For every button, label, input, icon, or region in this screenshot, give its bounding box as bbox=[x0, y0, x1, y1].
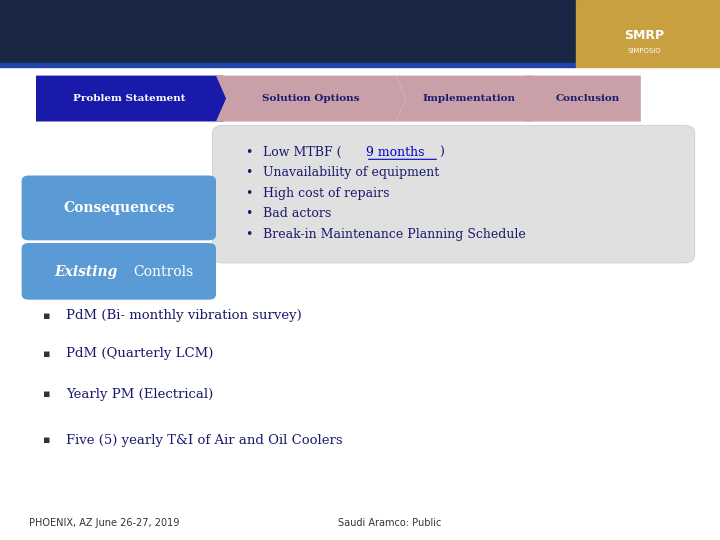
Text: 9 months: 9 months bbox=[366, 146, 424, 159]
Text: Saudi Aramco: Public: Saudi Aramco: Public bbox=[338, 518, 442, 528]
Text: Implementation: Implementation bbox=[423, 94, 516, 103]
Polygon shape bbox=[216, 76, 406, 122]
FancyBboxPatch shape bbox=[212, 125, 695, 263]
Text: Controls: Controls bbox=[133, 265, 194, 279]
Bar bbox=[576, 0, 720, 67]
Text: PdM (Quarterly LCM): PdM (Quarterly LCM) bbox=[66, 347, 214, 360]
FancyBboxPatch shape bbox=[22, 243, 216, 300]
Text: •: • bbox=[245, 146, 252, 159]
Text: •: • bbox=[245, 207, 252, 220]
Text: Break-in Maintenance Planning Schedule: Break-in Maintenance Planning Schedule bbox=[263, 228, 526, 241]
Text: •: • bbox=[245, 187, 252, 200]
Text: ▪: ▪ bbox=[43, 349, 50, 359]
Text: Conclusion: Conclusion bbox=[556, 94, 621, 103]
Text: ): ) bbox=[439, 146, 444, 159]
Text: •: • bbox=[245, 166, 252, 179]
Text: ▪: ▪ bbox=[43, 435, 50, 445]
Text: High cost of repairs: High cost of repairs bbox=[263, 187, 390, 200]
Text: Existing: Existing bbox=[54, 265, 117, 279]
Text: PHOENIX, AZ June 26-27, 2019: PHOENIX, AZ June 26-27, 2019 bbox=[29, 518, 179, 528]
Text: SMRP: SMRP bbox=[624, 29, 665, 42]
Text: Low MTBF (: Low MTBF ( bbox=[263, 146, 341, 159]
Text: SIMPOSIO: SIMPOSIO bbox=[628, 48, 661, 55]
Text: Solution Options: Solution Options bbox=[262, 94, 360, 103]
FancyBboxPatch shape bbox=[22, 176, 216, 240]
Text: Yearly PM (Electrical): Yearly PM (Electrical) bbox=[66, 388, 214, 401]
Text: •: • bbox=[245, 228, 252, 241]
Text: Five (5) yearly T&I of Air and Oil Coolers: Five (5) yearly T&I of Air and Oil Coole… bbox=[66, 434, 343, 447]
Polygon shape bbox=[36, 76, 233, 122]
Text: Unavailability of equipment: Unavailability of equipment bbox=[263, 166, 439, 179]
Text: PdM (Bi- monthly vibration survey): PdM (Bi- monthly vibration survey) bbox=[66, 309, 302, 322]
Text: ▪: ▪ bbox=[43, 311, 50, 321]
Polygon shape bbox=[526, 76, 641, 122]
Text: Bad actors: Bad actors bbox=[263, 207, 331, 220]
Text: Consequences: Consequences bbox=[63, 201, 174, 215]
Text: Problem Statement: Problem Statement bbox=[73, 94, 186, 103]
Text: ▪: ▪ bbox=[43, 389, 50, 399]
Bar bbox=[0, 0, 720, 65]
Bar bbox=[0, 63, 576, 67]
Polygon shape bbox=[396, 76, 543, 122]
